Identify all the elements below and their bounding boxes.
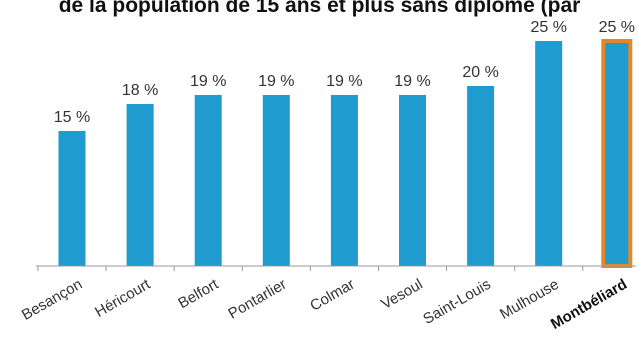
- bar-montbeliard: [601, 39, 633, 268]
- tick-label-montbeliard: Montbéliard: [548, 276, 630, 333]
- tick-label-belfort: Belfort: [175, 275, 222, 312]
- tick-label-hericourt: Héricourt: [92, 275, 154, 321]
- bar-besancon: [58, 131, 86, 266]
- bar-hericourt: [126, 104, 154, 266]
- bar-vesoul: [399, 95, 426, 266]
- tick-label-vesoul: Vesoul: [378, 276, 426, 313]
- x-axis: [36, 265, 636, 271]
- data-label-mulhouse: 25 %: [530, 19, 566, 36]
- tick-label-pontarlier: Pontarlier: [225, 276, 289, 323]
- tick-label-saint-louis: Saint-Louis: [420, 276, 493, 328]
- x-tick-labels-group: Besançon Héricourt Belfort Pontarlier Colmar…: [19, 275, 630, 333]
- data-label-montbeliard: 25 %: [599, 19, 635, 36]
- data-label-vesoul: 19 %: [394, 73, 430, 90]
- bar-colmar: [330, 95, 358, 266]
- bars-group: [58, 39, 633, 268]
- bar-belfort: [194, 95, 222, 266]
- data-label-saint-louis: 20 %: [462, 64, 498, 81]
- bar-pontarlier: [262, 95, 290, 266]
- data-label-pontarlier: 19 %: [258, 73, 294, 90]
- chart-title: de la population de 15 ans et plus sans …: [58, 0, 581, 17]
- data-label-belfort: 19 %: [190, 73, 226, 90]
- tick-label-colmar: Colmar: [307, 276, 357, 315]
- data-label-colmar: 19 %: [326, 73, 362, 90]
- tick-label-besancon: Besançon: [19, 276, 85, 324]
- data-label-besancon: 15 %: [54, 109, 90, 126]
- data-label-hericourt: 18 %: [122, 82, 158, 99]
- bar-mulhouse: [535, 41, 563, 266]
- bar-saint-louis: [467, 86, 495, 266]
- bar-labels-group: 15 % 18 % 19 % 19 % 19 % 19 % 20 % 25 % 25 %: [54, 19, 635, 126]
